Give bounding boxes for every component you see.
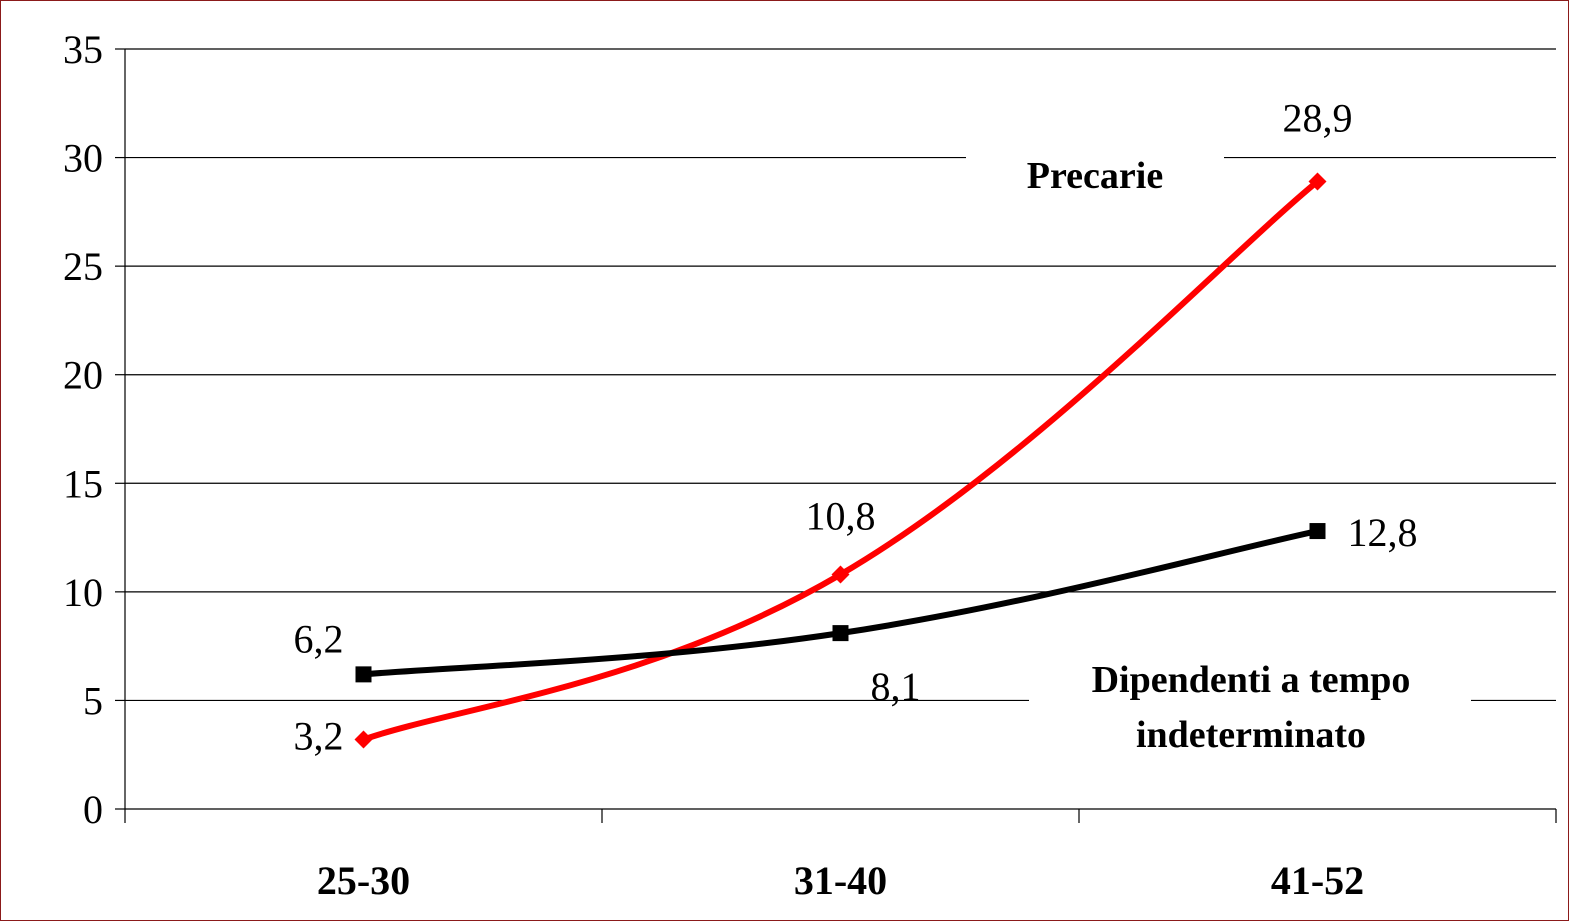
data-label: 3,2 — [294, 714, 344, 759]
data-point-marker — [831, 565, 850, 584]
y-axis-ticks: 0 5 10 15 20 25 30 35 — [63, 27, 103, 832]
series-label-bg — [966, 151, 1224, 211]
series-lines — [354, 172, 1327, 749]
data-point-marker — [1309, 523, 1326, 540]
y-tick-label: 0 — [83, 787, 103, 832]
data-point-marker — [354, 730, 373, 749]
data-labels: 3,2 10,8 28,9 6,2 8,1 12,8 — [294, 95, 1418, 758]
y-tick-label: 10 — [63, 570, 103, 615]
gridlines — [125, 48, 1556, 702]
data-label: 12,8 — [1348, 510, 1418, 555]
x-category-label: 31-40 — [794, 858, 887, 903]
y-tick-label: 35 — [63, 27, 103, 72]
series-labels: Precarie Dipendenti a tempo indeterminato — [966, 151, 1471, 761]
x-category-label: 41-52 — [1271, 858, 1364, 903]
x-axis-categories: 25-30 31-40 41-52 — [317, 858, 1364, 903]
data-label: 8,1 — [871, 664, 921, 709]
y-tick-label: 20 — [63, 353, 103, 398]
data-label: 28,9 — [1283, 95, 1353, 140]
series-label-dipendenti-line: Dipendenti a tempo — [1092, 659, 1411, 701]
data-label: 6,2 — [294, 616, 344, 661]
series-label-dipendenti-line: indeterminato — [1136, 714, 1366, 756]
data-point-marker — [832, 625, 849, 642]
data-label: 10,8 — [806, 493, 876, 538]
y-tick-label: 15 — [63, 461, 103, 506]
series-label-precarie: Precarie — [1027, 155, 1163, 197]
series-label-bg — [1029, 651, 1471, 761]
y-tick-label: 25 — [63, 244, 103, 289]
y-tick-label: 30 — [63, 136, 103, 181]
data-point-marker — [355, 666, 372, 683]
axes — [115, 48, 1557, 823]
y-tick-label: 5 — [83, 678, 103, 723]
x-category-label: 25-30 — [317, 858, 410, 903]
data-point-marker — [1308, 172, 1327, 191]
